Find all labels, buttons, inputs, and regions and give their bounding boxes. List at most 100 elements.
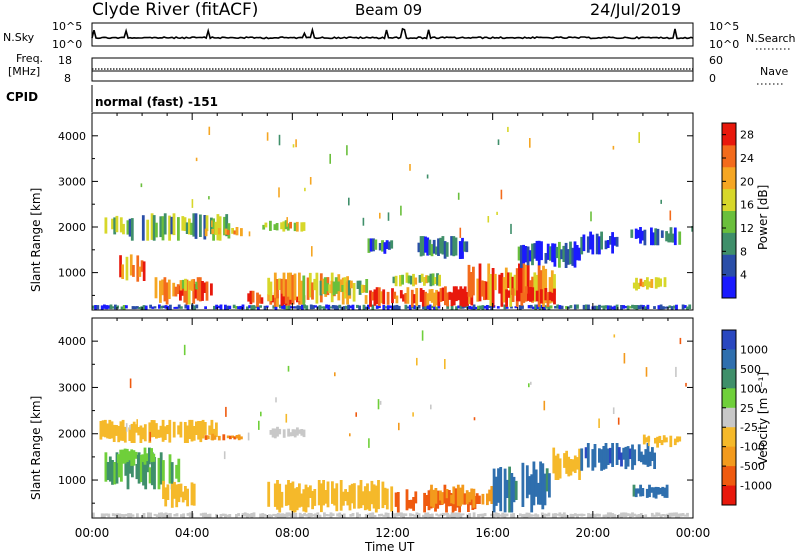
power-cell xyxy=(149,304,152,309)
velocity-cell xyxy=(539,461,542,505)
power-cell xyxy=(545,305,549,309)
power-cell xyxy=(386,305,390,310)
velocity-cell xyxy=(152,453,156,462)
power-cell xyxy=(183,217,187,231)
power-cell xyxy=(265,305,269,308)
velocity-cell xyxy=(346,491,350,506)
velocity-cell xyxy=(287,480,290,506)
velocity-cell xyxy=(430,484,433,507)
power-cell xyxy=(287,305,291,310)
power-cell xyxy=(514,306,518,309)
velocity-cell xyxy=(215,513,218,518)
power-cell xyxy=(130,218,134,241)
power-cell xyxy=(664,306,667,309)
velocity-cell xyxy=(292,512,295,518)
power-colorbar-frame xyxy=(721,122,737,299)
velocity-cell xyxy=(301,514,304,518)
velocity-cell xyxy=(436,490,440,509)
velocity-cell xyxy=(635,514,639,518)
power-cell xyxy=(566,249,570,265)
power-cell xyxy=(667,233,671,243)
velocity-cell xyxy=(287,512,291,517)
velocity-cell xyxy=(272,513,276,516)
power-cell xyxy=(663,277,667,288)
power-cell xyxy=(435,306,439,310)
velocity-frame xyxy=(91,317,694,519)
velocity-cell xyxy=(648,484,651,498)
power-cell xyxy=(535,240,539,261)
power-scatter-cell xyxy=(638,132,640,143)
velocity-cell xyxy=(405,489,409,511)
power-cell xyxy=(493,273,497,291)
velocity-cell xyxy=(164,487,168,507)
power-colorbar-segment xyxy=(722,188,736,211)
velocity-cell xyxy=(587,513,590,518)
velocity-cell xyxy=(141,454,145,463)
power-cell xyxy=(683,305,687,309)
power-scatter-cell xyxy=(379,212,381,219)
velocity-cell xyxy=(177,483,181,503)
power-cell xyxy=(564,242,568,268)
power-cell xyxy=(426,237,430,256)
velocity-cell xyxy=(402,513,405,518)
power-scatter-cell xyxy=(140,183,143,188)
power-cell xyxy=(308,272,312,298)
velocity-cell xyxy=(325,514,328,517)
power-cell xyxy=(401,274,404,285)
velocity-cell xyxy=(510,513,513,518)
velocity-cell xyxy=(276,426,279,437)
velocity-cell xyxy=(404,513,408,517)
power-cell xyxy=(204,228,208,237)
power-cell xyxy=(105,305,108,310)
velocity-cell xyxy=(528,476,531,495)
velocity-cell xyxy=(650,487,654,493)
velocity-cell xyxy=(646,443,650,467)
velocity-scatter-cell xyxy=(334,372,336,377)
velocity-cell xyxy=(397,512,401,517)
power-cell xyxy=(360,284,364,293)
velocity-cell xyxy=(235,514,238,518)
velocity-cell xyxy=(441,492,444,505)
power-scatter-cell xyxy=(208,126,211,135)
power-cell xyxy=(461,305,465,309)
power-cell xyxy=(94,305,97,310)
power-cell xyxy=(540,289,543,304)
velocity-cell xyxy=(547,512,551,517)
velocity-cell xyxy=(157,457,161,490)
velocity-cell xyxy=(384,512,388,517)
power-cell xyxy=(519,245,523,268)
velocity-cell xyxy=(439,513,443,517)
velocity-cell xyxy=(184,486,187,501)
power-cell xyxy=(507,290,511,298)
velocity-cell xyxy=(289,432,293,437)
power-cell xyxy=(160,305,163,309)
power-cell xyxy=(336,305,339,310)
time-tick-label: 00:00 xyxy=(676,526,711,540)
power-cell xyxy=(421,236,425,256)
velocity-cell xyxy=(424,512,428,518)
power-cell xyxy=(458,241,462,259)
power-cell xyxy=(598,236,601,255)
velocity-scatter-cell xyxy=(543,400,546,411)
velocity-scatter-cell xyxy=(247,432,250,441)
power-cell xyxy=(573,304,577,310)
power-cell xyxy=(217,228,221,235)
power-cell xyxy=(371,291,375,301)
power-cell xyxy=(164,305,168,309)
velocity-cell xyxy=(117,425,121,443)
velocity-cell xyxy=(182,513,185,518)
power-scatter-cell xyxy=(346,145,348,156)
velocity-cell xyxy=(145,453,149,462)
power-cell xyxy=(428,289,432,302)
velocity-cell xyxy=(281,513,284,518)
power-scatter-cell xyxy=(660,199,662,204)
velocity-cell xyxy=(263,513,267,517)
velocity-cell xyxy=(177,425,180,435)
power-cell xyxy=(445,242,449,257)
velocity-cell xyxy=(201,419,205,439)
power-cell xyxy=(158,304,161,309)
velocity-cell xyxy=(363,486,367,511)
power-scatter-cell xyxy=(309,177,312,185)
power-cell xyxy=(423,277,426,286)
velocity-cell xyxy=(268,514,271,518)
